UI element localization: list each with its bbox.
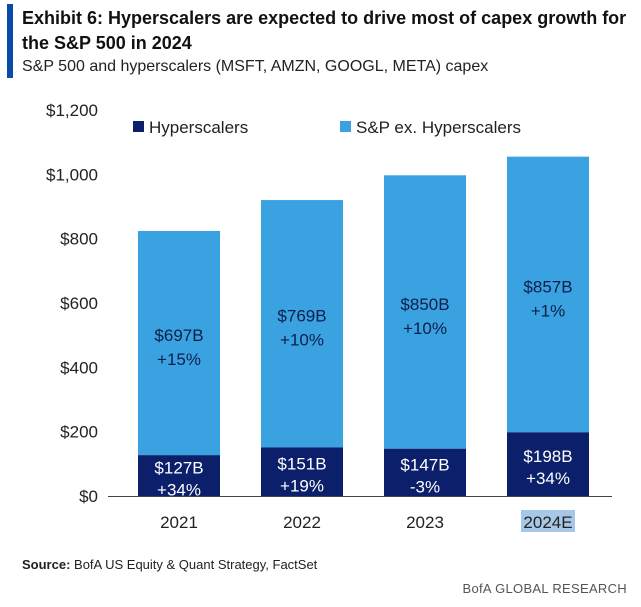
bar-hyperscalers	[384, 448, 466, 496]
data-label-hyperscalers-value: $198B	[523, 447, 572, 466]
source-text: BofA US Equity & Quant Strategy, FactSet	[74, 557, 318, 572]
y-tick-label: $600	[60, 294, 98, 313]
y-axis: $0 $200 $400 $600 $800 $1,000 $1,200	[46, 101, 98, 506]
data-label-sp-ex-value: $697B	[154, 326, 203, 345]
title-accent-bar	[7, 4, 13, 78]
data-label-hyperscalers-growth: +19%	[280, 477, 324, 496]
data-label-sp-ex-growth: +10%	[403, 319, 447, 338]
legend-swatch-hyperscalers	[133, 121, 144, 132]
bar-sp-ex-hyperscalers	[384, 175, 466, 449]
source-note: Source: BofA US Equity & Quant Strategy,…	[22, 557, 317, 572]
legend-label-sp-ex-hyperscalers: S&P ex. Hyperscalers	[356, 118, 521, 137]
data-label-hyperscalers-growth: +34%	[526, 469, 570, 488]
x-tick-label: 2022	[283, 513, 321, 532]
data-label-sp-ex-growth: +15%	[157, 350, 201, 369]
legend-label-hyperscalers: Hyperscalers	[149, 118, 248, 137]
y-tick-label: $1,200	[46, 101, 98, 120]
y-tick-label: $400	[60, 358, 98, 377]
bar-sp-ex-hyperscalers	[261, 200, 343, 448]
data-label-sp-ex-growth: +1%	[531, 301, 566, 320]
bar-hyperscalers	[138, 455, 220, 496]
bar-sp-ex-hyperscalers	[138, 230, 220, 456]
x-tick-label: 2024E	[523, 513, 572, 532]
data-label-hyperscalers-value: $151B	[277, 455, 326, 474]
chart-subtitle: S&P 500 and hyperscalers (MSFT, AMZN, GO…	[22, 58, 489, 75]
x-tick-highlight	[521, 510, 575, 532]
y-tick-label: $1,000	[46, 165, 98, 184]
bars: $697B +15% $127B +34% $769B +10% $151B +19% $850…	[138, 156, 589, 500]
x-tick-label: 2023	[406, 513, 444, 532]
data-label-sp-ex-value: $857B	[523, 277, 572, 296]
y-tick-label: $800	[60, 230, 98, 249]
data-label-hyperscalers-value: $127B	[154, 459, 203, 478]
legend-swatch-sp-ex-hyperscalers	[340, 121, 351, 132]
x-tick-label: 2021	[160, 513, 198, 532]
source-label: Source:	[22, 557, 71, 572]
data-label-hyperscalers-value: $147B	[400, 455, 449, 474]
data-label-sp-ex-value: $850B	[400, 295, 449, 314]
x-axis: 2021 2022 2023 2024E	[108, 496, 612, 532]
data-label-sp-ex-growth: +10%	[280, 331, 324, 350]
data-label-sp-ex-value: $769B	[277, 307, 326, 326]
y-tick-label: $0	[79, 487, 98, 506]
legend: Hyperscalers S&P ex. Hyperscalers	[133, 118, 521, 137]
bar-hyperscalers	[507, 432, 589, 496]
y-tick-label: $200	[60, 423, 98, 442]
chart-title: Exhibit 6: Hyperscalers are expected to …	[22, 8, 627, 53]
footer-brand: BofA GLOBAL RESEARCH	[462, 581, 627, 596]
bar-hyperscalers	[261, 447, 343, 496]
bar-sp-ex-hyperscalers	[507, 156, 589, 433]
data-label-hyperscalers-growth: +34%	[157, 481, 201, 500]
data-label-hyperscalers-growth: -3%	[410, 477, 440, 496]
